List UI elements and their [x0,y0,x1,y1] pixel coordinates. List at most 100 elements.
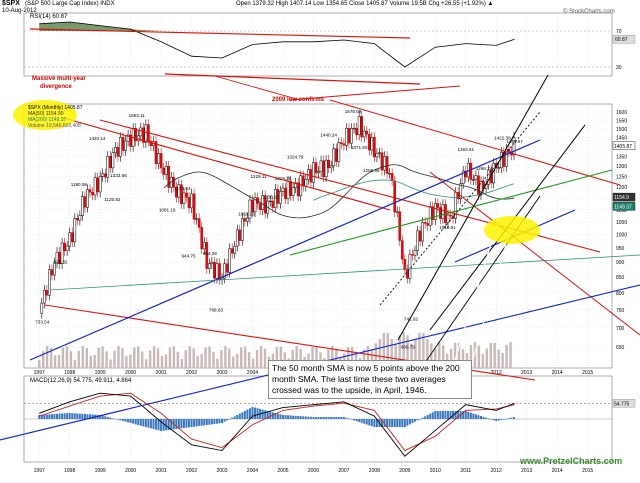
macd-hist-bar [81,413,84,419]
candle-body [461,170,465,184]
candle-body [243,218,247,222]
price-value-label: 666.79 [401,344,415,349]
price-y-tick-label: 1600 [616,110,627,116]
divergence-line-2: divergence [40,84,72,90]
macd-hist-bar [266,410,269,419]
macd-hist-bar [195,419,198,427]
candle-body [263,195,267,214]
candle-body [103,173,107,178]
candle-body [340,142,343,144]
rsi-panel [23,12,613,77]
volume-bar [156,348,160,368]
candle-body [225,263,229,273]
candle-body [355,127,358,136]
candle-body [375,153,379,158]
macd-hist-bar [388,419,391,428]
volume-bar [176,351,180,368]
candle-body [235,229,239,247]
macd-hist-bar [314,416,317,419]
macd-x-tick-label: 2007 [338,468,349,474]
candle-body [261,195,265,210]
macd-hist-bar [114,419,117,420]
macd-value-badge [612,399,636,408]
macd-hist-bar [167,419,170,431]
candle-body [124,140,127,151]
candle-body [512,137,516,156]
candle-body [238,229,242,241]
candle-body [205,242,209,269]
volume-bar [49,347,53,368]
price-y-tick-label: 750 [616,308,625,314]
macd-hist-bar [109,417,112,419]
volume-bar [113,350,116,368]
price-value-label: 1363.61 [457,147,474,152]
macd-hist-bar [297,415,300,419]
macd-hist-bar [446,410,449,419]
candle-body [86,189,89,208]
macd-hist-bar [457,410,460,419]
macd-hist-bar [40,414,43,419]
macd-hist-bar [424,416,427,419]
macd-line [39,392,515,457]
volume-bar [117,346,120,368]
candle-body [286,180,290,200]
volume-bar [73,359,77,368]
volume-bar [501,352,504,368]
macd-hist-bar [320,416,323,419]
volume-bar [434,349,437,368]
symbol: $SPX [2,0,20,7]
macd-hist-bar [101,415,104,419]
candle-body [93,177,97,196]
macd-hist-bar [233,416,236,419]
candle-body [134,128,138,142]
macd-hist-bar [454,410,457,419]
legend-ma200: MA(200) 1149.37 [28,117,67,123]
volume-bar [402,332,405,368]
candle-body [63,242,66,251]
volume-bar [38,360,41,368]
macd-hist-bar [215,419,218,424]
price-value-label: 1081.19 [159,207,176,212]
candle-body [347,128,351,144]
macd-hist-bar [474,414,477,419]
candle-body [129,134,132,147]
macd-hist-bar [380,419,383,428]
candle-body [185,192,188,198]
macd-hist-bar [276,413,279,419]
candle-body [385,156,389,174]
macd-hist-bar [83,413,86,419]
candle-body [223,263,226,279]
teal-trendline [49,254,640,291]
macd-hist-bar [144,419,147,428]
volume-bar [481,354,485,368]
candle-body [408,254,412,279]
macd-hist-bar [408,419,411,425]
macd-hist-bar [38,414,41,419]
volume-bar [160,355,164,368]
macd-hist-bar [396,419,399,428]
volume-bar [57,355,61,368]
volume-bar [346,346,350,368]
candle-body [439,207,442,219]
price-x-tick-label: 2003 [216,370,227,376]
macd-hist-bar [238,413,241,419]
macd-hist-bar [386,419,389,428]
candle-body [268,200,272,203]
volume-bar [240,347,243,368]
price-value-label: 741.92 [404,317,418,322]
macd-hist-bar [218,419,221,424]
chart-date: 10-Aug-2012 [2,8,37,14]
volume-bar [449,348,453,368]
macd-x-tick-label: 1998 [64,468,75,474]
price-value-label: 1440.24 [320,132,337,137]
rsi-arrow-line [289,85,461,101]
note-pointer-line-2 [469,229,511,371]
candle-body [190,193,193,209]
candle-body [370,137,374,151]
candle-body [395,211,399,213]
candle-body [304,179,308,187]
macd-hist-bar [426,414,429,419]
macd-hist-bar [304,416,307,419]
macd-hist-bar [182,419,185,429]
macd-hist-bar [294,415,297,419]
